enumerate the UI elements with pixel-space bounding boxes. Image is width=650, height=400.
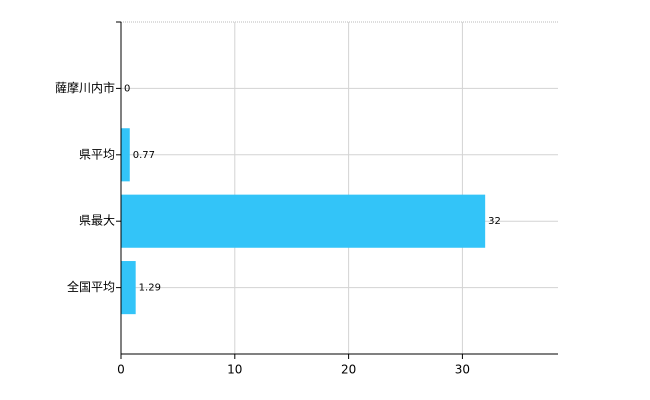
x-tick-label: 10 [227, 363, 242, 377]
y-tick-label: 薩摩川内市 [55, 80, 115, 95]
bar [121, 194, 486, 248]
y-tick-label: 県最大 [79, 214, 115, 228]
x-tick-label: 0 [117, 363, 125, 377]
value-label: 0.77 [133, 150, 155, 161]
bar [121, 128, 130, 182]
value-label: 32 [488, 216, 501, 227]
bar [121, 261, 136, 315]
y-tick-label: 県平均 [79, 147, 115, 161]
x-tick-label: 30 [455, 363, 470, 377]
value-label: 1.29 [139, 283, 161, 294]
x-tick-label: 20 [341, 363, 356, 377]
value-label: 0 [124, 83, 130, 94]
y-tick-label: 全国平均 [67, 279, 115, 294]
